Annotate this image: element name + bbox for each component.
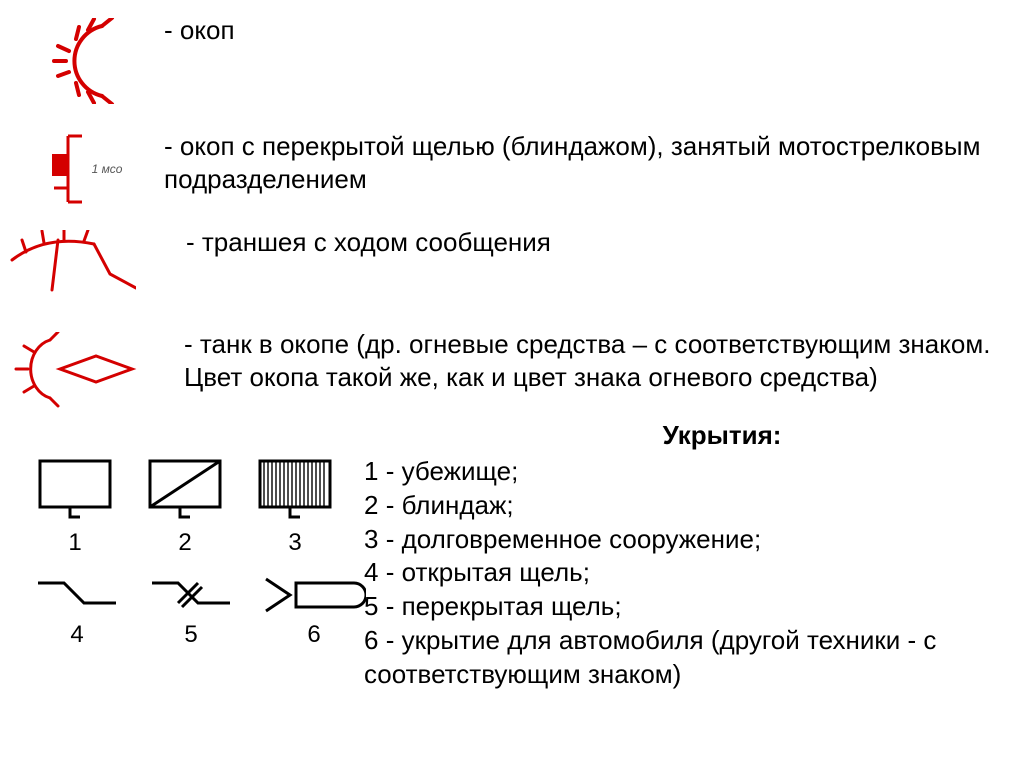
shelter-symbol-2: 2 xyxy=(144,455,226,557)
label-tank-okop: - танк в окопе (др. огневые средства – с… xyxy=(168,328,1024,393)
label-trench: - траншея с ходом сообщения xyxy=(170,226,1024,259)
shelter-line-1: 1 - убежище; xyxy=(364,455,1024,489)
shelter-symbol-1: 1 xyxy=(34,455,116,557)
label-okop-covered: - окоп с перекрытой щелью (блиндажом), з… xyxy=(164,130,1024,195)
shelter-num-4: 4 xyxy=(70,621,83,649)
shelters-title: Укрытия: xyxy=(420,420,1024,451)
shelter-symbol-4: 4 xyxy=(34,573,120,649)
symbol-trench xyxy=(0,226,170,320)
mso-label: 1 мсо xyxy=(92,162,123,176)
shelter-num-6: 6 xyxy=(307,621,320,649)
shelter-num-1: 1 xyxy=(68,529,81,557)
shelter-num-2: 2 xyxy=(178,529,191,557)
shelter-line-6: 6 - укрытие для автомобиля (другой техни… xyxy=(364,624,1024,692)
symbol-tank-okop xyxy=(0,328,168,412)
shelter-line-2: 2 - блиндаж; xyxy=(364,489,1024,523)
shelter-symbol-6: 6 xyxy=(262,573,366,649)
shelter-line-4: 4 - открытая щель; xyxy=(364,556,1024,590)
shelter-line-3: 3 - долговременное сооружение; xyxy=(364,523,1024,557)
shelter-num-3: 3 xyxy=(288,529,301,557)
shelter-num-5: 5 xyxy=(184,621,197,649)
label-okop: - окоп xyxy=(164,14,1024,47)
shelter-symbol-5: 5 xyxy=(148,573,234,649)
symbol-okop xyxy=(0,14,164,104)
shelter-symbols: 1 2 xyxy=(34,455,364,655)
shelter-list: 1 - убежище; 2 - блиндаж; 3 - долговреме… xyxy=(364,455,1024,692)
shelter-line-5: 5 - перекрытая щель; xyxy=(364,590,1024,624)
symbol-okop-covered: 1 мсо xyxy=(0,130,164,204)
shelter-symbol-3: 3 xyxy=(254,455,336,557)
